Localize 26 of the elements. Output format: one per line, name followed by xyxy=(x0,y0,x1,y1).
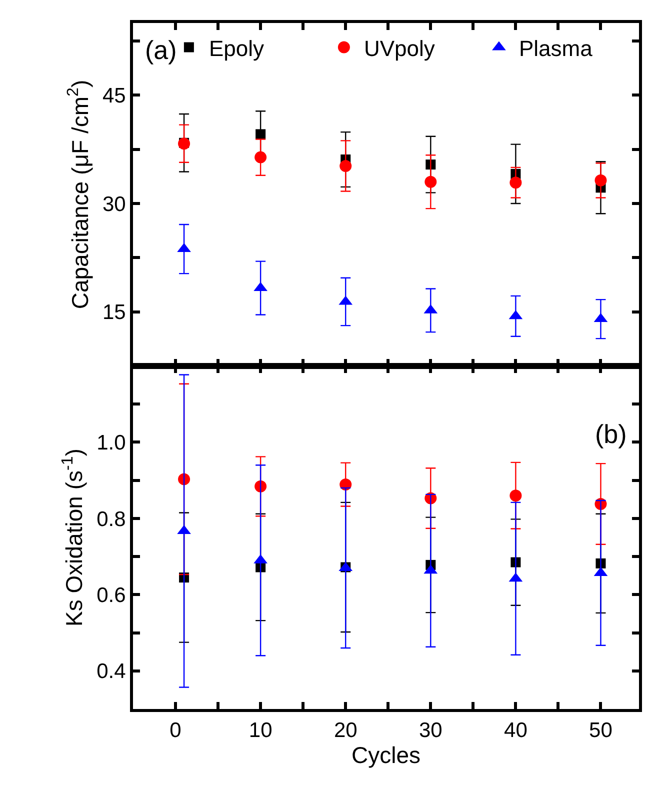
annotation: (a) xyxy=(145,35,177,65)
x-tick-label: 50 xyxy=(589,719,612,742)
y-tick-label: 30 xyxy=(102,192,126,216)
x-axis-title: Cycles xyxy=(351,742,421,768)
y-tick-label: 45 xyxy=(102,84,126,108)
x-tick-label: 20 xyxy=(334,719,358,742)
y-tick-label: 1.0 xyxy=(96,432,126,455)
point xyxy=(254,151,267,164)
annotation: (b) xyxy=(595,419,627,449)
y-tick-label: 0.6 xyxy=(96,584,126,608)
point xyxy=(340,160,352,172)
y-tick-label: 0.8 xyxy=(96,508,126,531)
x-tick-label: 40 xyxy=(504,719,528,742)
x-tick-label: 10 xyxy=(248,719,272,742)
point xyxy=(510,176,522,189)
y-tick-label: 0.4 xyxy=(96,660,126,684)
point xyxy=(256,129,266,140)
legend-label: Epoly xyxy=(208,36,264,61)
point xyxy=(510,490,522,502)
x-tick-label: 30 xyxy=(418,719,442,742)
y-tick-label: 15 xyxy=(102,301,126,324)
legend-label: Plasma xyxy=(518,36,594,61)
x-tick-label: 0 xyxy=(170,719,182,742)
legend-label: UVpoly xyxy=(364,36,435,61)
point xyxy=(594,174,607,186)
point xyxy=(424,176,437,188)
